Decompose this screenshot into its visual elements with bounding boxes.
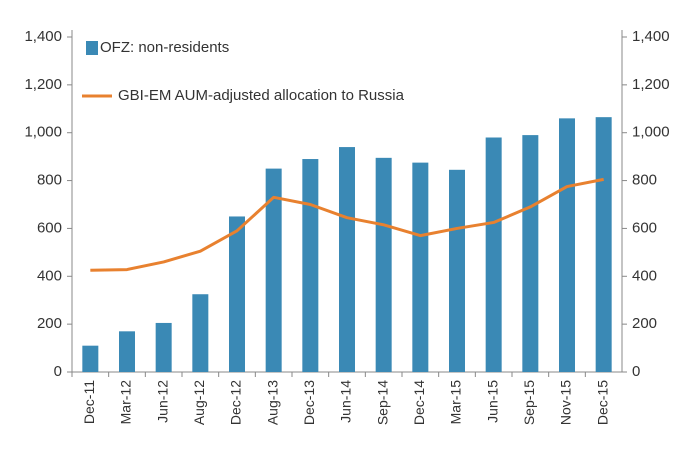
bar bbox=[265, 168, 282, 372]
y-tick-label: 1,200 bbox=[24, 76, 62, 93]
bar bbox=[595, 117, 612, 373]
y-tick-label: 1,000 bbox=[24, 124, 62, 141]
y2-tick-label: 200 bbox=[632, 315, 657, 332]
x-tick-label: Dec-13 bbox=[301, 380, 317, 425]
x-tick-label: Aug-12 bbox=[191, 380, 207, 425]
x-tick-label: Nov-15 bbox=[558, 380, 574, 425]
bar bbox=[559, 118, 575, 372]
bar bbox=[229, 216, 245, 372]
y2-tick-label: 800 bbox=[632, 172, 657, 189]
y-tick-label: 600 bbox=[37, 219, 62, 236]
x-tick-label: Jun-15 bbox=[484, 380, 500, 423]
y2-tick-label: 1,400 bbox=[632, 28, 670, 45]
x-tick-label: Dec-14 bbox=[411, 380, 427, 425]
x-tick-label: Jun-14 bbox=[338, 380, 354, 423]
x-tick-label: Aug-13 bbox=[264, 380, 280, 425]
bar bbox=[119, 331, 135, 372]
bar bbox=[485, 137, 502, 372]
bar bbox=[192, 294, 209, 372]
y2-tick-label: 400 bbox=[632, 267, 657, 284]
legend-swatch bbox=[86, 41, 98, 55]
bar bbox=[522, 135, 539, 372]
y-tick-label: 200 bbox=[37, 315, 62, 332]
x-tick-label: Sep-15 bbox=[521, 380, 537, 425]
y-tick-label: 1,400 bbox=[24, 28, 62, 45]
x-tick-label: Dec-11 bbox=[81, 380, 97, 424]
y2-tick-label: 1,200 bbox=[632, 76, 670, 93]
bar bbox=[449, 169, 465, 372]
x-tick-label: Mar-15 bbox=[448, 380, 464, 425]
x-tick-label: Dec-15 bbox=[594, 380, 610, 425]
bar bbox=[302, 159, 319, 372]
bar bbox=[339, 147, 355, 372]
x-tick-label: Dec-12 bbox=[228, 380, 244, 425]
y-tick-label: 400 bbox=[37, 267, 62, 284]
y2-tick-label: 1,000 bbox=[632, 124, 670, 141]
bar bbox=[155, 322, 172, 372]
y-tick-label: 0 bbox=[54, 363, 62, 380]
y2-tick-label: 0 bbox=[632, 363, 640, 380]
bar bbox=[375, 157, 392, 372]
x-tick-label: Jun-12 bbox=[154, 380, 170, 423]
x-tick-label: Sep-14 bbox=[374, 380, 390, 425]
y2-tick-label: 600 bbox=[632, 219, 657, 236]
legend-label: GBI-EM AUM-adjusted allocation to Russia bbox=[118, 87, 405, 104]
line bbox=[90, 177, 604, 272]
bar bbox=[412, 162, 429, 372]
bar bbox=[82, 345, 99, 372]
legend-label: OFZ: non-residents bbox=[100, 39, 229, 56]
x-tick-label: Mar-12 bbox=[118, 380, 134, 425]
y-tick-label: 800 bbox=[37, 172, 62, 189]
